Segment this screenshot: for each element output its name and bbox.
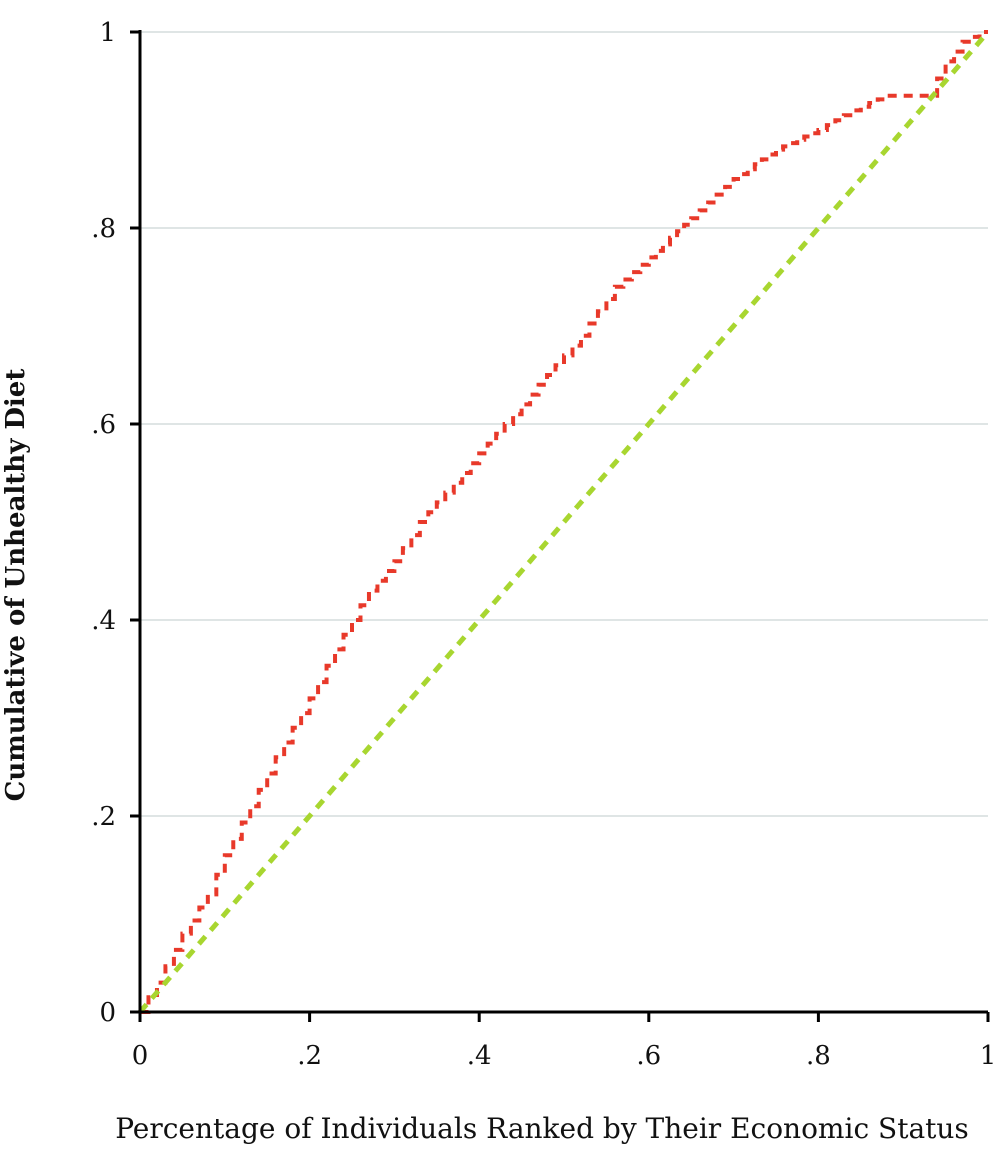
y-tick-label: .2 (91, 802, 116, 832)
x-tick-label: .6 (636, 1041, 661, 1071)
y-axis-title: Cumulative of Unhealthy Diet (1, 369, 31, 802)
x-tick-label: .4 (467, 1041, 492, 1071)
grid-lines (140, 31, 988, 817)
x-axis-title: Percentage of Individuals Ranked by Thei… (115, 1112, 969, 1145)
series-layer (138, 30, 990, 1014)
y-tick-label: 0 (99, 998, 116, 1028)
y-tick-label: .4 (91, 606, 116, 636)
ticks: 0 .2 .4 .6 .8 1 0 .2 .4 .6 .8 1 (91, 18, 996, 1071)
x-tick-label: .2 (297, 1041, 322, 1071)
x-tick-label: 1 (980, 1041, 997, 1071)
y-tick-label: .6 (91, 410, 116, 440)
x-tick-label: 0 (132, 1041, 149, 1071)
axes (138, 30, 988, 1014)
y-tick-label: 1 (99, 18, 116, 48)
y-tick-label: .8 (91, 214, 116, 244)
line-of-equality (138, 30, 990, 1014)
x-tick-label: .8 (806, 1041, 831, 1071)
concentration-curve (140, 30, 988, 1014)
